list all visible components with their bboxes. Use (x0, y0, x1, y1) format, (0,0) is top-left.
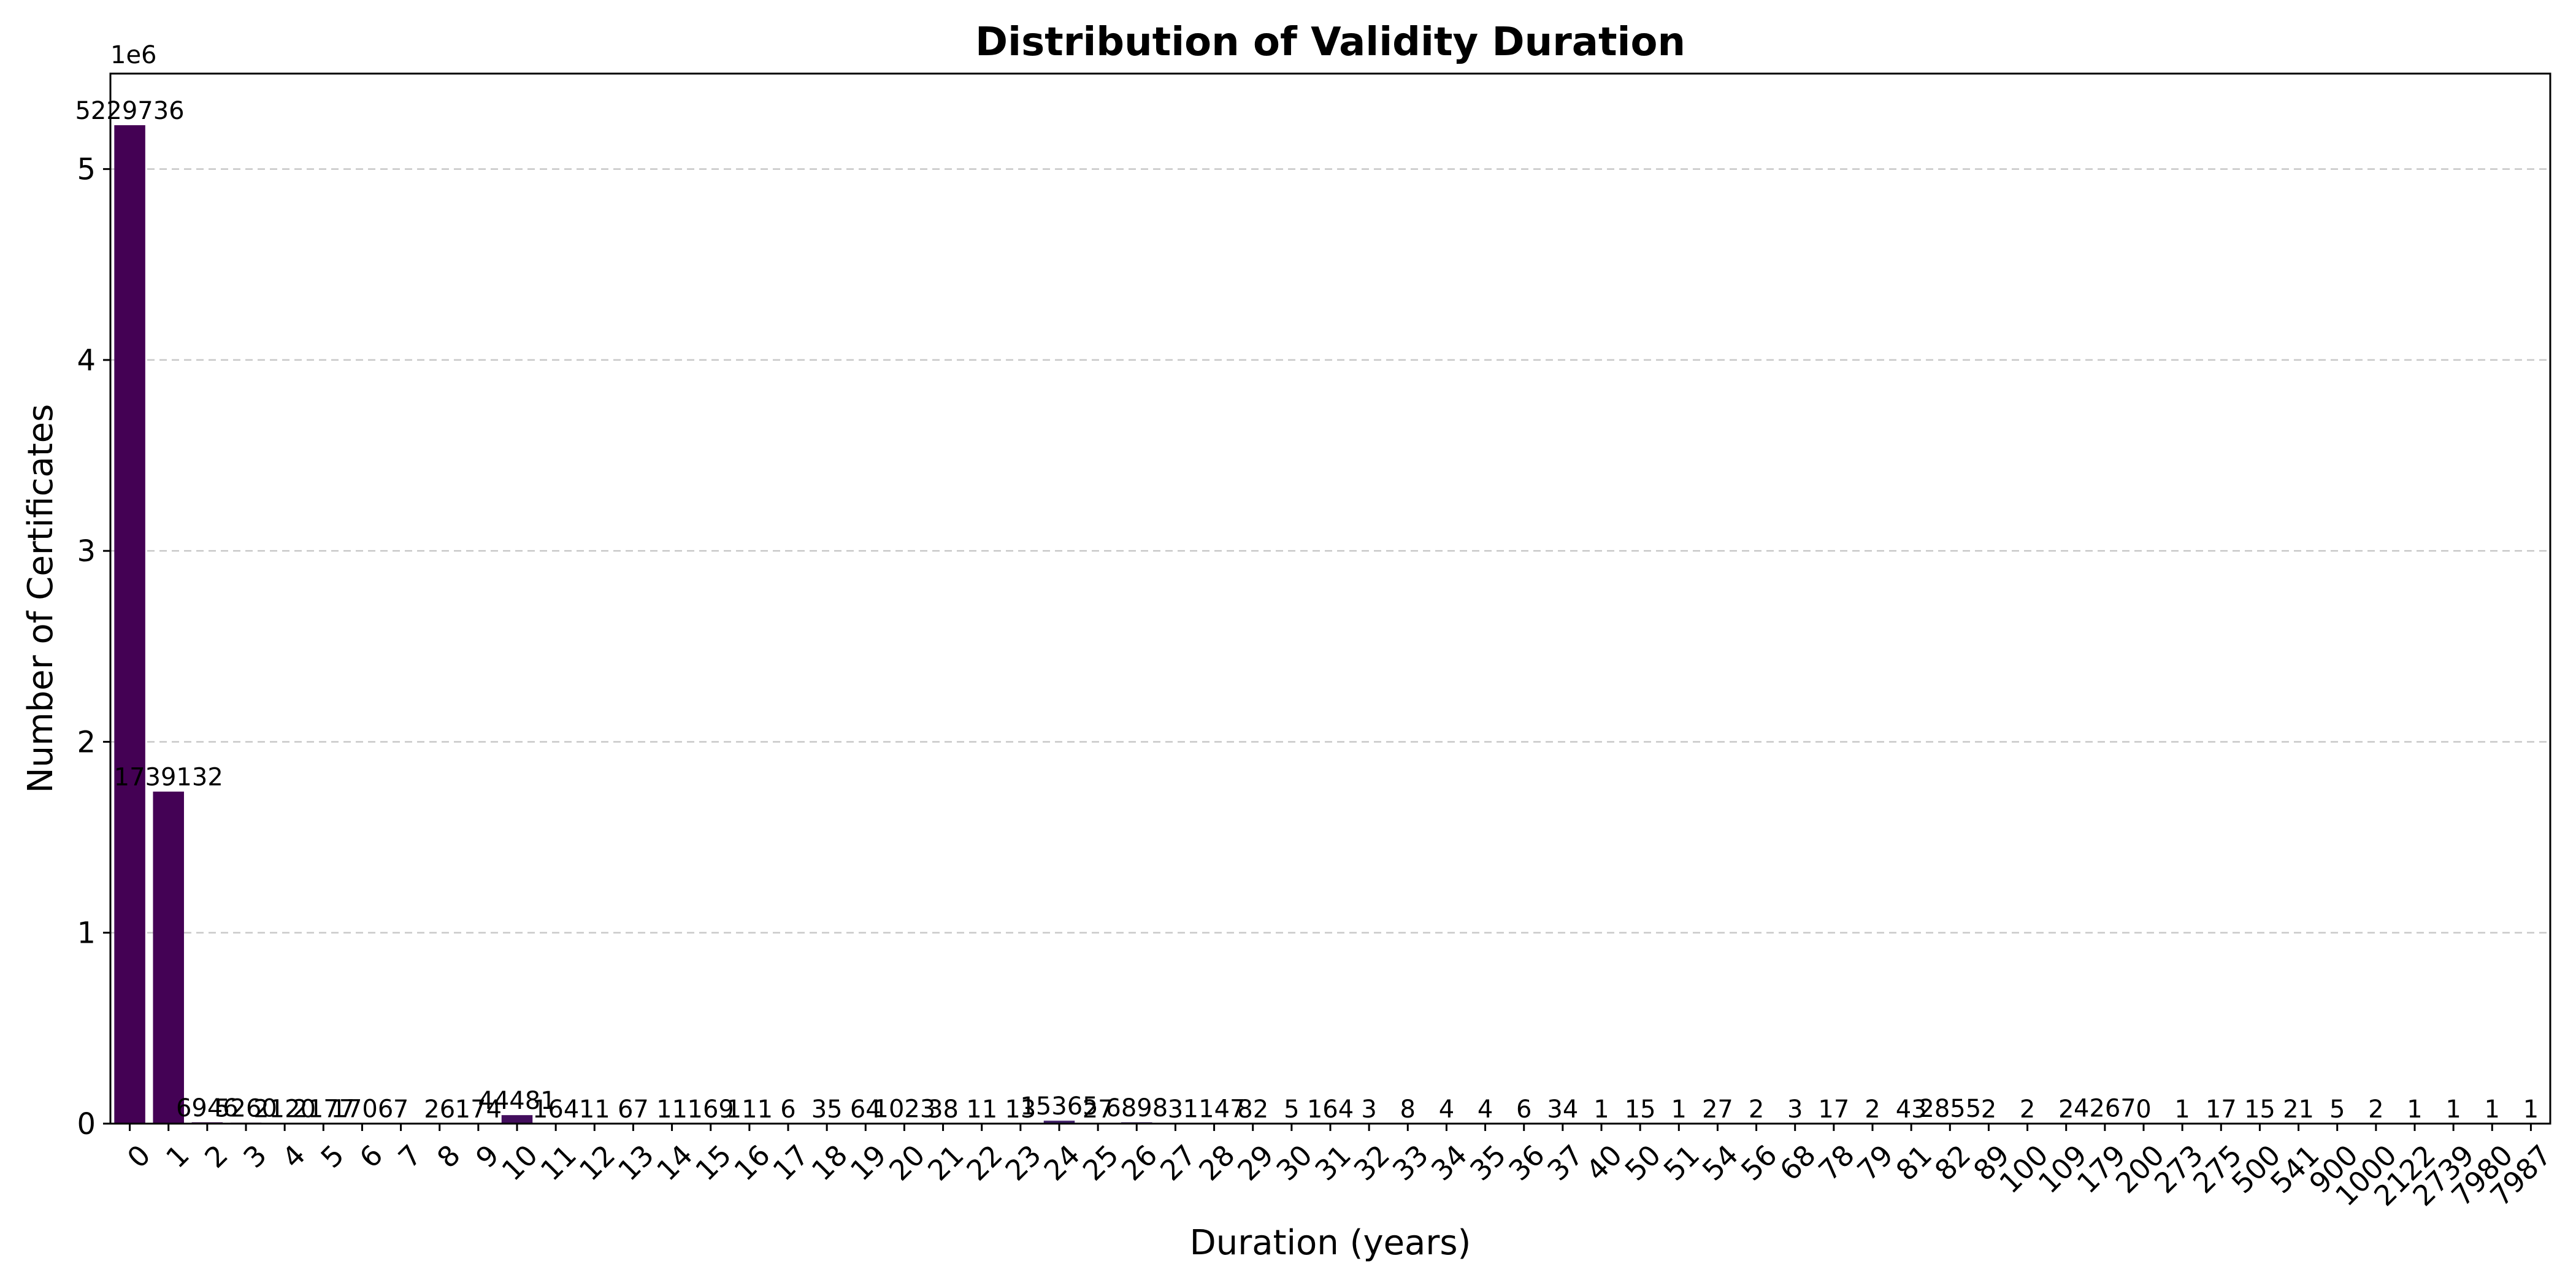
bar-value-label: 111 (726, 1095, 773, 1124)
bar-value-label: 2 (1981, 1095, 1996, 1124)
bar-value-label: 17 (1818, 1095, 1849, 1124)
y-tick-label: 4 (77, 343, 96, 378)
bar-value-label: 64 (850, 1095, 881, 1124)
bar-value-label: 17 (2206, 1095, 2237, 1124)
bar-value-label: 2 (1749, 1095, 1764, 1124)
bar-value-label: 1706 (331, 1095, 394, 1123)
bar-value-label: 8 (1400, 1095, 1416, 1124)
bar-value-label: 1023 (873, 1095, 936, 1124)
bar-value-label: 2855 (1919, 1095, 1981, 1123)
bar-value-label: 15 (2244, 1095, 2275, 1124)
y-axis-label: Number of Certificates (21, 404, 61, 794)
bar-value-label: 2 (2058, 1095, 2074, 1124)
bar-value-label: 6 (1516, 1095, 1531, 1124)
bar-value-label: 0 (2136, 1095, 2151, 1124)
bar-value-label: 7 (393, 1095, 408, 1124)
bar-value-label: 13 (1005, 1095, 1036, 1124)
bar-value-label: 21 (2283, 1095, 2314, 1124)
grid-lines (110, 168, 2550, 933)
bar-value-label: 2 (1865, 1095, 1880, 1124)
bar-value-label: 5 (2329, 1095, 2345, 1124)
bar-value-label: 82 (1237, 1095, 1268, 1124)
bar-value-label: 11 (656, 1095, 688, 1124)
bar-value-label: 5 (1284, 1095, 1299, 1124)
bar-value-label: 1739132 (114, 764, 223, 792)
bar-value-label: 11 (579, 1095, 610, 1124)
bar-value-label: 15 (1625, 1095, 1656, 1124)
bar (114, 125, 145, 1124)
bar-value-label: 1 (2407, 1095, 2422, 1124)
y-tick-label: 3 (77, 534, 96, 569)
bar-value-label: 1 (2445, 1095, 2461, 1124)
bar-value-label: 1 (1593, 1095, 1609, 1124)
bar-value-label: 1 (1671, 1095, 1687, 1124)
bar (1043, 1121, 1075, 1124)
bar-value-label: 6 (780, 1095, 795, 1124)
bar-value-label: 1 (2174, 1095, 2190, 1124)
bar-value-label: 2177 (292, 1095, 355, 1123)
bar-value-label: 26 (424, 1095, 455, 1124)
bar-value-label: 3 (1361, 1095, 1376, 1124)
bar-value-label: 2 (2368, 1095, 2383, 1124)
y-axis-ticks: 0 1 2 3 4 5 (77, 153, 110, 1141)
bar-value-label: 5229736 (75, 97, 184, 125)
bar-value-label: 1 (2485, 1095, 2500, 1124)
y-tick-label: 0 (77, 1107, 96, 1141)
bar-value-label: 43 (1896, 1095, 1927, 1124)
bar-value-label: 4267 (2074, 1095, 2136, 1123)
chart-title: Distribution of Validity Duration (975, 20, 1685, 65)
bar-value-label: 6898 (1105, 1094, 1168, 1122)
bar-value-label: 1 (2523, 1095, 2539, 1124)
bar-value-label: 67 (618, 1095, 649, 1124)
bar-value-label: 27 (1702, 1095, 1733, 1124)
y-tick-label: 1 (77, 916, 96, 951)
bar-value-label: 164 (1307, 1095, 1354, 1124)
bar-value-label: 169 (688, 1095, 734, 1124)
bar-value-label: 174 (455, 1095, 502, 1124)
bar-value-label: 27 (1083, 1095, 1114, 1124)
bar-value-label: 6946 (176, 1094, 239, 1122)
bar-value-label: 4 (1478, 1095, 1493, 1124)
bar-value-label: 34 (1547, 1095, 1578, 1124)
bar-value-label: 11 (966, 1095, 997, 1124)
x-axis-label: Duration (years) (1190, 1223, 1471, 1263)
bar-value-label: 5260 (215, 1094, 277, 1122)
bar-value-label: 15365 (1020, 1092, 1098, 1121)
bar-value-label: 3 (1787, 1095, 1803, 1124)
bar (501, 1115, 533, 1124)
bar (153, 791, 184, 1124)
bar-value-label: 35 (811, 1095, 843, 1124)
y-tick-label: 2 (77, 725, 96, 759)
bar-value-label: 2 (2020, 1095, 2035, 1124)
bar-value-label: 164 (532, 1095, 579, 1124)
bar-value-label: 3 (1168, 1095, 1183, 1124)
bar-value-label: 38 (927, 1095, 959, 1124)
bar-value-label: 44481 (478, 1087, 556, 1115)
bar-value-label: 4 (1439, 1095, 1454, 1124)
bar-value-label: 1147 (1183, 1095, 1246, 1124)
y-tick-label: 5 (77, 153, 96, 187)
bar-value-label: 2120 (253, 1095, 316, 1123)
y-axis-offset-label: 1e6 (110, 41, 157, 69)
